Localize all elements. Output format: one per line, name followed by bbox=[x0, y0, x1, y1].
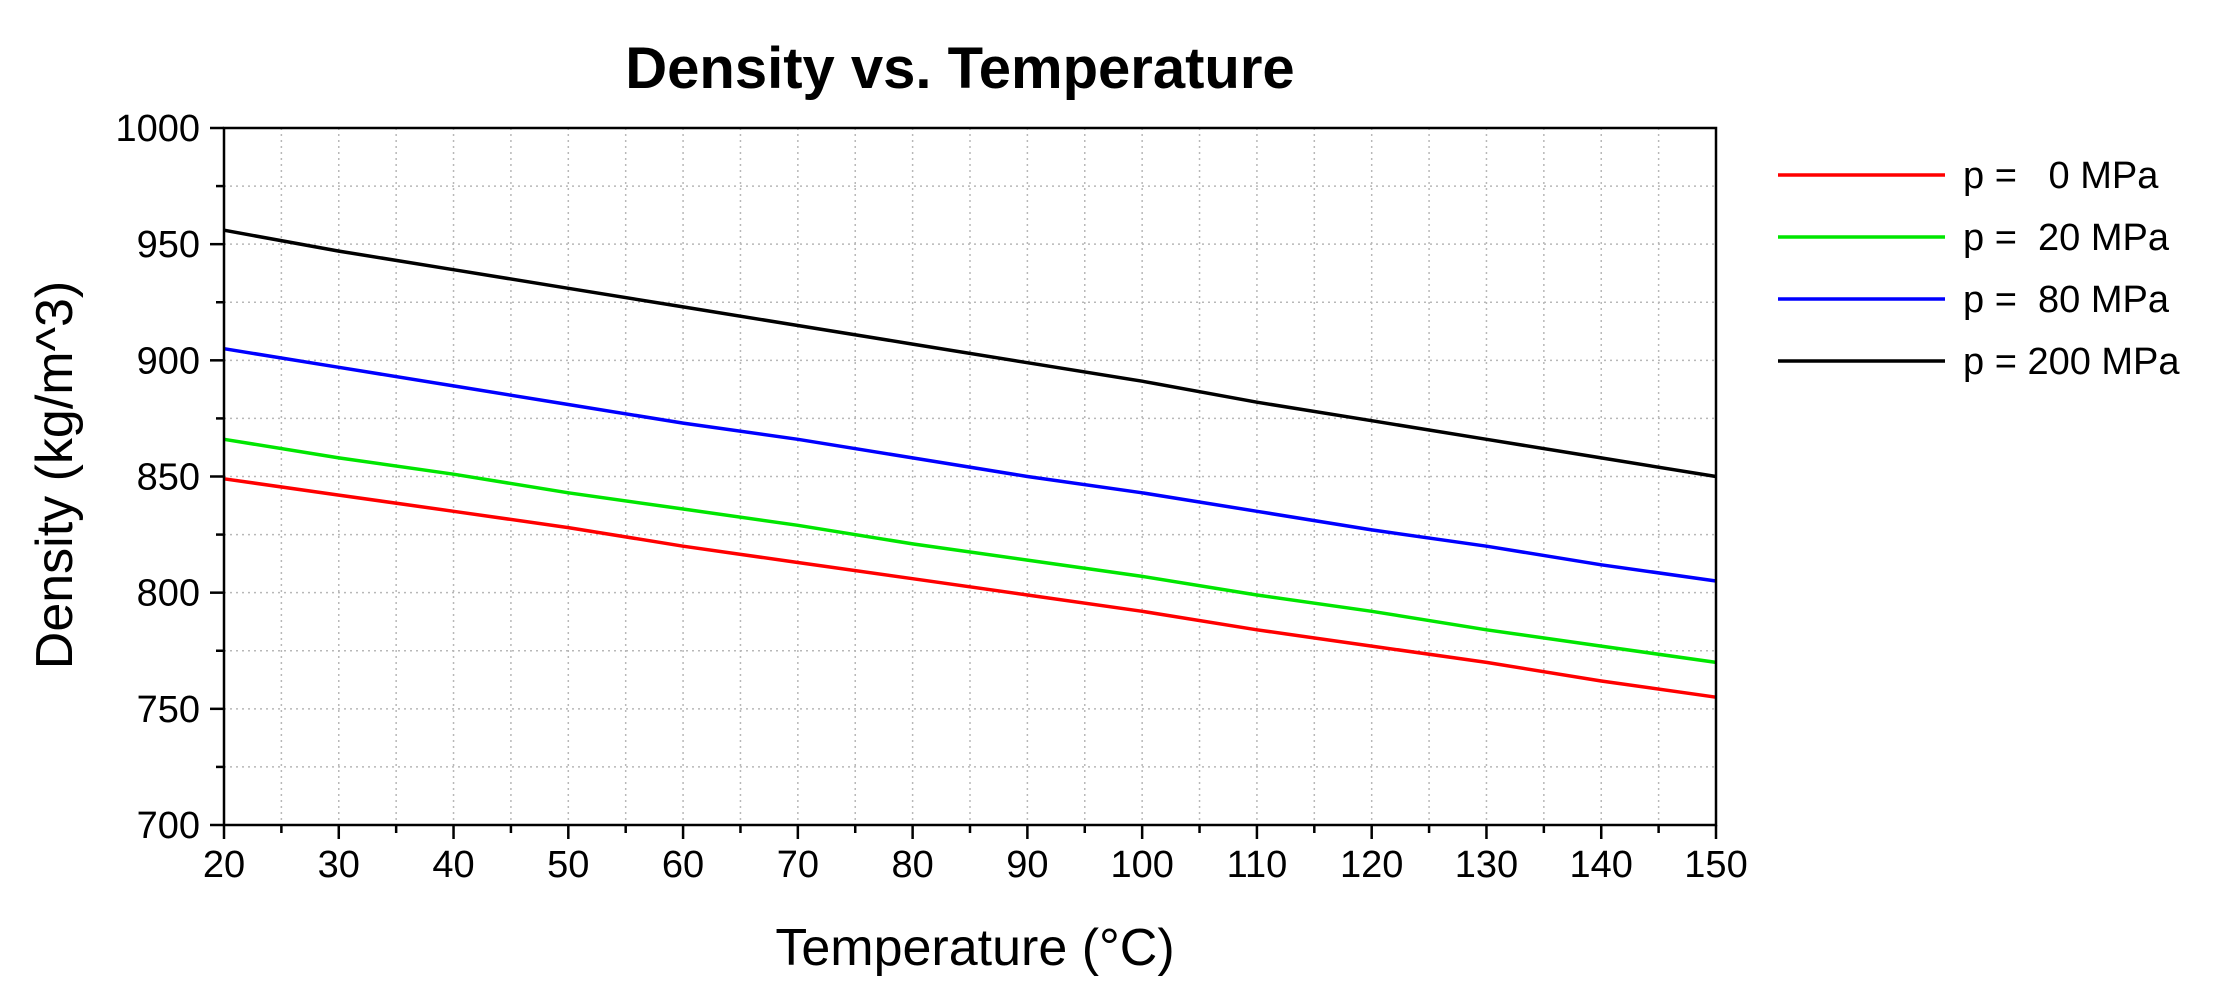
x-tick-label: 140 bbox=[1570, 844, 1633, 886]
x-tick-label: 30 bbox=[318, 844, 360, 886]
y-tick-labels: 700 750 800 850 900 950 1000 bbox=[115, 108, 200, 847]
x-tick-label: 20 bbox=[203, 844, 245, 886]
y-tick-label: 800 bbox=[137, 573, 200, 615]
y-axis-label: Density (kg/m^3) bbox=[26, 281, 84, 669]
x-tick-label: 110 bbox=[1227, 844, 1288, 886]
legend-label-3: p = 200 MPa bbox=[1963, 341, 2180, 383]
grid-lines bbox=[224, 128, 1716, 825]
y-tick-label: 900 bbox=[137, 340, 200, 382]
series-lines bbox=[223, 228, 1717, 699]
y-tick-label: 750 bbox=[137, 689, 200, 731]
y-tick-label: 1000 bbox=[115, 108, 200, 150]
x-tick-labels: 20 30 40 50 60 70 80 90 100 110 120 130 140 150 bbox=[203, 844, 1748, 886]
x-tick-label: 80 bbox=[891, 844, 933, 886]
chart-title: Density vs. Temperature bbox=[625, 36, 1294, 101]
series-line-0 bbox=[223, 477, 1717, 699]
series-line-1 bbox=[223, 437, 1717, 665]
x-tick-label: 60 bbox=[662, 844, 704, 886]
x-tick-label: 90 bbox=[1006, 844, 1048, 886]
legend-label-2: p = 80 MPa bbox=[1963, 279, 2170, 321]
x-tick-label: 120 bbox=[1340, 844, 1403, 886]
series-line-3 bbox=[223, 228, 1717, 479]
legend: p = 0 MPa p = 20 MPa p = 80 MPa p = 200 MPa bbox=[1778, 155, 2180, 383]
y-tick-label: 700 bbox=[137, 805, 200, 847]
x-tick-label: 100 bbox=[1110, 844, 1173, 886]
series-line-2 bbox=[223, 346, 1717, 583]
x-tick-label: 70 bbox=[777, 844, 819, 886]
legend-label-1: p = 20 MPa bbox=[1963, 217, 2170, 259]
x-tick-label: 50 bbox=[547, 844, 589, 886]
x-axis-label: Temperature (°C) bbox=[775, 919, 1174, 977]
x-tick-label: 130 bbox=[1455, 844, 1518, 886]
y-tick-label: 850 bbox=[137, 457, 200, 499]
axis-ticks bbox=[210, 126, 1718, 839]
x-tick-label: 150 bbox=[1684, 844, 1747, 886]
y-tick-label: 950 bbox=[137, 224, 200, 266]
x-tick-label: 40 bbox=[432, 844, 474, 886]
legend-label-0: p = 0 MPa bbox=[1963, 155, 2159, 197]
